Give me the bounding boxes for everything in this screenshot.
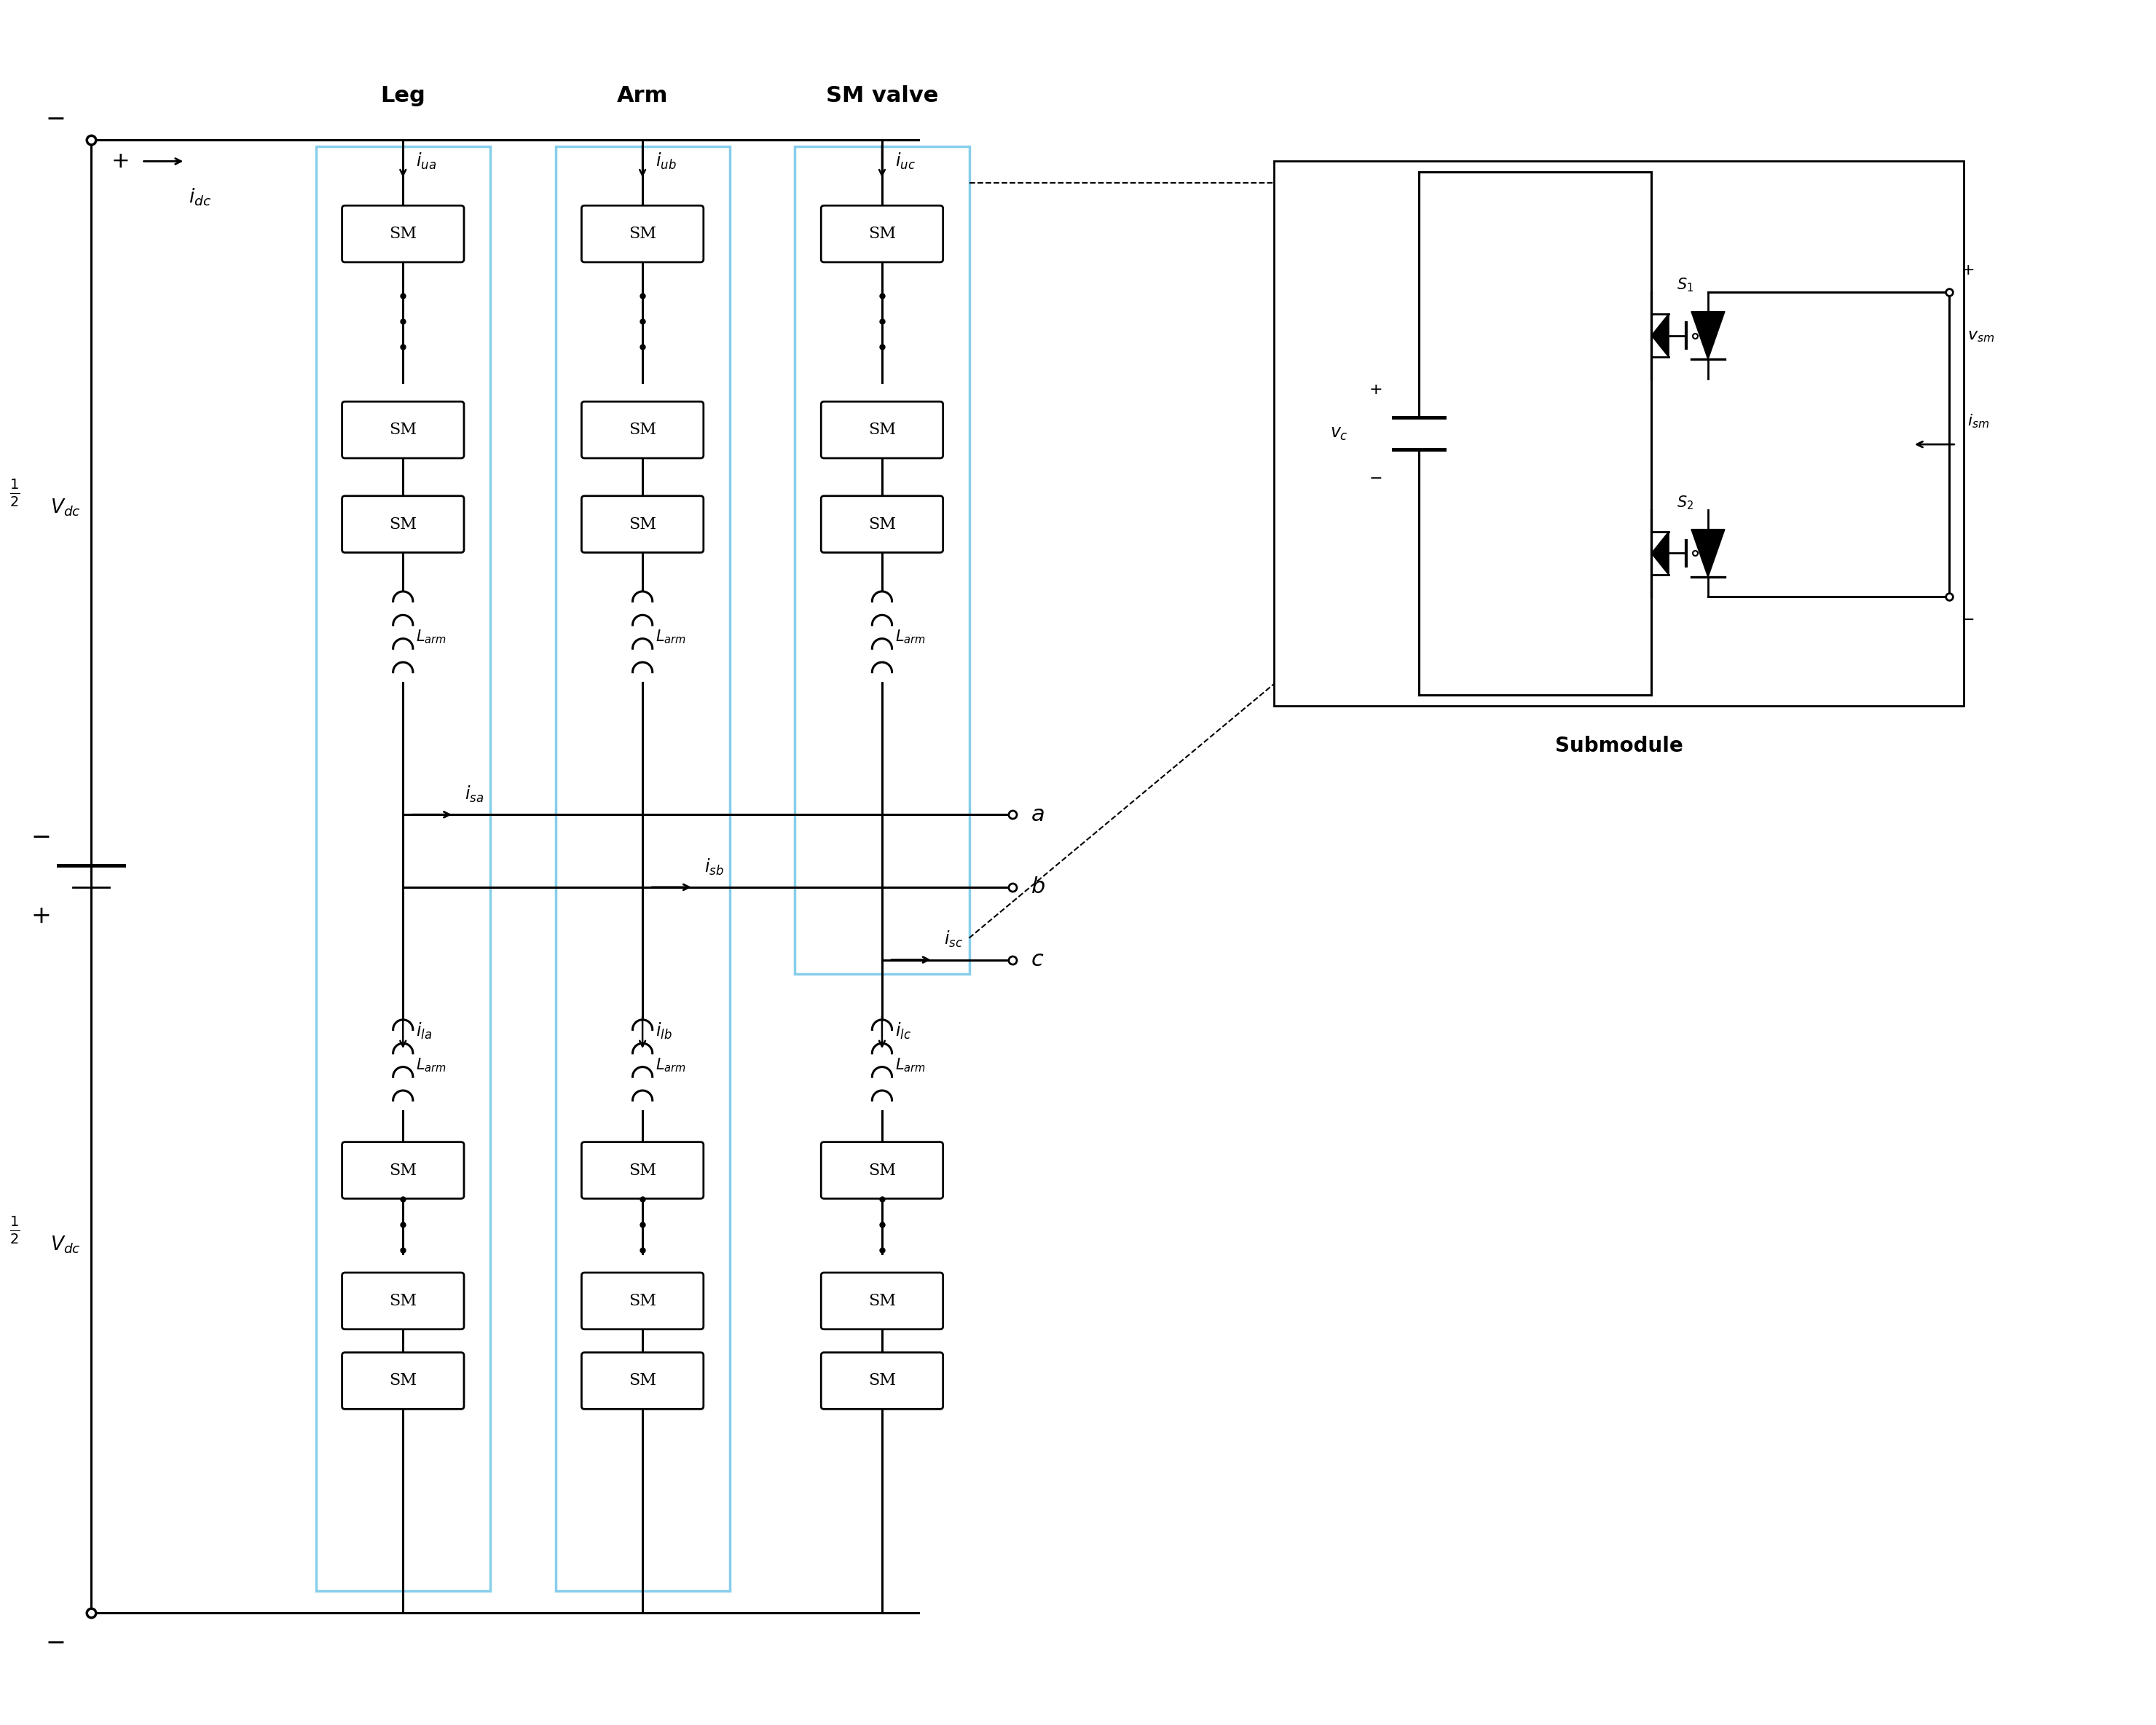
Text: Leg: Leg bbox=[379, 86, 425, 107]
Text: $-$: $-$ bbox=[1369, 469, 1382, 485]
Text: SM: SM bbox=[630, 1294, 655, 1309]
Text: $i_{sm}$: $i_{sm}$ bbox=[1966, 412, 1990, 430]
Text: SM: SM bbox=[869, 1163, 897, 1178]
Text: $L_{arm}$: $L_{arm}$ bbox=[655, 628, 686, 645]
Text: SM: SM bbox=[630, 516, 655, 533]
Text: $i_{sc}$: $i_{sc}$ bbox=[944, 930, 964, 949]
Polygon shape bbox=[1690, 312, 1725, 359]
Text: SM: SM bbox=[869, 226, 897, 242]
Text: SM: SM bbox=[630, 226, 655, 242]
Text: $i_{ua}$: $i_{ua}$ bbox=[416, 152, 436, 171]
Text: $i_{sb}$: $i_{sb}$ bbox=[705, 857, 724, 876]
Text: SM: SM bbox=[630, 1373, 655, 1389]
Text: $+$: $+$ bbox=[30, 904, 50, 928]
Bar bbox=[556, 147, 729, 1590]
FancyBboxPatch shape bbox=[582, 1142, 703, 1199]
FancyBboxPatch shape bbox=[821, 1142, 942, 1199]
Polygon shape bbox=[1651, 314, 1669, 357]
Text: SM: SM bbox=[869, 1294, 897, 1309]
FancyBboxPatch shape bbox=[582, 495, 703, 552]
Text: $i_{uc}$: $i_{uc}$ bbox=[895, 152, 916, 171]
Text: $S_1$: $S_1$ bbox=[1677, 276, 1695, 293]
Text: $S_2$: $S_2$ bbox=[1677, 493, 1695, 511]
FancyBboxPatch shape bbox=[821, 402, 942, 459]
Text: SM: SM bbox=[388, 423, 416, 438]
FancyBboxPatch shape bbox=[821, 205, 942, 262]
Bar bbox=[1274, 160, 1964, 706]
Text: SM: SM bbox=[869, 516, 897, 533]
Text: SM: SM bbox=[388, 516, 416, 533]
Text: $-$: $-$ bbox=[45, 1630, 65, 1654]
Text: Arm: Arm bbox=[617, 86, 668, 107]
FancyBboxPatch shape bbox=[582, 1273, 703, 1330]
Text: $-$: $-$ bbox=[1960, 611, 1973, 626]
Text: $i_{la}$: $i_{la}$ bbox=[416, 1021, 431, 1040]
Text: $-$: $-$ bbox=[45, 105, 65, 129]
Text: $c$: $c$ bbox=[1031, 949, 1044, 971]
Text: $+$: $+$ bbox=[112, 150, 129, 172]
Text: $b$: $b$ bbox=[1031, 876, 1046, 899]
Bar bbox=[796, 147, 970, 975]
Text: SM: SM bbox=[630, 423, 655, 438]
Text: $i_{lb}$: $i_{lb}$ bbox=[655, 1021, 673, 1040]
FancyBboxPatch shape bbox=[582, 402, 703, 459]
Text: SM: SM bbox=[388, 1294, 416, 1309]
Text: SM: SM bbox=[869, 1373, 897, 1389]
Text: $L_{arm}$: $L_{arm}$ bbox=[895, 1056, 925, 1073]
Text: $+$: $+$ bbox=[1369, 381, 1382, 398]
Polygon shape bbox=[1651, 531, 1669, 574]
FancyBboxPatch shape bbox=[343, 1142, 464, 1199]
FancyBboxPatch shape bbox=[582, 1352, 703, 1409]
Text: $-$: $-$ bbox=[30, 825, 50, 849]
FancyBboxPatch shape bbox=[343, 402, 464, 459]
Text: SM: SM bbox=[388, 1373, 416, 1389]
Text: $i_{sa}$: $i_{sa}$ bbox=[466, 785, 483, 804]
Text: $\frac{1}{2}$: $\frac{1}{2}$ bbox=[9, 1214, 19, 1245]
Text: $+$: $+$ bbox=[1960, 262, 1973, 278]
Text: $L_{arm}$: $L_{arm}$ bbox=[416, 628, 446, 645]
FancyBboxPatch shape bbox=[343, 495, 464, 552]
Text: $V_{dc}$: $V_{dc}$ bbox=[50, 497, 80, 518]
Polygon shape bbox=[1690, 530, 1725, 578]
Text: $L_{arm}$: $L_{arm}$ bbox=[655, 1056, 686, 1073]
Text: SM: SM bbox=[388, 1163, 416, 1178]
Text: SM: SM bbox=[869, 423, 897, 438]
Text: SM: SM bbox=[388, 226, 416, 242]
Text: $v_c$: $v_c$ bbox=[1330, 424, 1348, 442]
Text: $a$: $a$ bbox=[1031, 804, 1044, 826]
Text: SM valve: SM valve bbox=[826, 86, 938, 107]
Text: $v_{sm}$: $v_{sm}$ bbox=[1966, 328, 1994, 343]
FancyBboxPatch shape bbox=[821, 495, 942, 552]
FancyBboxPatch shape bbox=[343, 205, 464, 262]
FancyBboxPatch shape bbox=[821, 1352, 942, 1409]
Text: $L_{arm}$: $L_{arm}$ bbox=[895, 628, 925, 645]
Bar bbox=[317, 147, 489, 1590]
Text: $V_{dc}$: $V_{dc}$ bbox=[50, 1235, 80, 1256]
Text: SM: SM bbox=[630, 1163, 655, 1178]
Text: $i_{lc}$: $i_{lc}$ bbox=[895, 1021, 912, 1040]
Text: $i_{ub}$: $i_{ub}$ bbox=[655, 152, 677, 171]
FancyBboxPatch shape bbox=[343, 1352, 464, 1409]
FancyBboxPatch shape bbox=[582, 205, 703, 262]
FancyBboxPatch shape bbox=[343, 1273, 464, 1330]
Text: $\frac{1}{2}$: $\frac{1}{2}$ bbox=[9, 478, 19, 509]
Text: $i_{dc}$: $i_{dc}$ bbox=[188, 188, 211, 209]
FancyBboxPatch shape bbox=[821, 1273, 942, 1330]
Text: $L_{arm}$: $L_{arm}$ bbox=[416, 1056, 446, 1073]
Text: Submodule: Submodule bbox=[1554, 735, 1682, 756]
